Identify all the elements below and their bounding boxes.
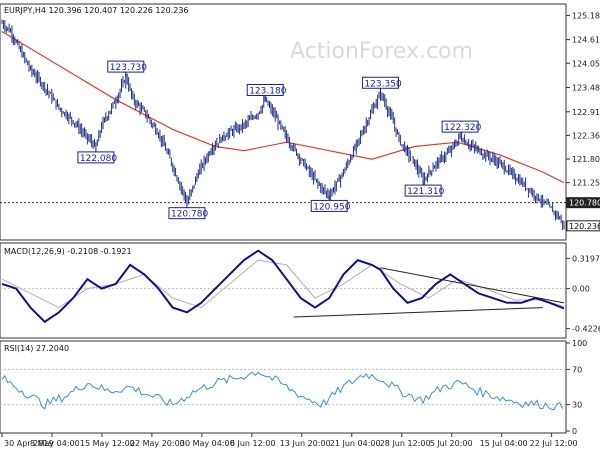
price-y-tick-label: 124.055 (572, 59, 600, 68)
x-tick-label: 8 May 04:00 (30, 439, 80, 448)
annotation-box (310, 199, 348, 212)
macd-y-tick-label: -0.4226 (572, 325, 600, 334)
price-candles (1, 19, 565, 231)
macd-signal-line (1, 259, 565, 309)
annotation-box (107, 60, 145, 73)
rsi-y-axis: 100 70 30 0 (0, 339, 587, 436)
price-y-tick-label: 125.180 (572, 11, 600, 20)
price-tag-label: 120.780 (569, 199, 600, 208)
price-y-tick-label: 121.805 (572, 155, 600, 164)
price-y-tick-label: 124.610 (572, 36, 600, 45)
macd-header: MACD(12,26,9) -0.2108 -0.1921 (4, 247, 132, 256)
macd-y-tick-label: 0.3197 (572, 254, 600, 263)
annotation-box (77, 151, 115, 164)
price-y-tick-label: 123.485 (572, 84, 600, 93)
price-tag-label: 120.236 (569, 222, 600, 231)
price-tags: 120.780 120.236 (566, 197, 600, 232)
rsi-y-tick-label: 70 (572, 365, 582, 374)
rsi-y-tick-label: 100 (572, 339, 587, 348)
annotation-label: 120.780 (171, 210, 208, 220)
x-tick-label: 13 Jun 20:00 (280, 439, 331, 448)
x-tick-label: 22 May 20:00 (130, 439, 185, 448)
annotation-box (404, 184, 442, 197)
annotation-label: 121.310 (407, 187, 444, 197)
annotation-box (441, 120, 479, 133)
rsi-y-tick-label: 0 (572, 427, 577, 436)
macd-y-tick-label: 0.00 (572, 285, 590, 294)
price-y-axis: 121.250 121.805 122.360 122.915 123.485 124.0… (566, 11, 600, 188)
x-tick-label: 6 Jun 12:00 (230, 439, 276, 448)
rsi-frame (0, 340, 567, 434)
annotation-label: 123.730 (110, 63, 147, 73)
price-y-tick-label: 122.915 (572, 108, 600, 117)
x-tick-label: 28 Jun 12:00 (380, 439, 431, 448)
price-frame (0, 3, 567, 241)
x-tick-label: 21 Jun 04:00 (330, 439, 381, 448)
annotation-box (361, 76, 399, 89)
annotation-box (246, 84, 284, 97)
annotation-label: 122.320 (444, 123, 481, 133)
macd-trendline (380, 267, 565, 304)
annotation-label: 123.180 (249, 87, 286, 97)
macd-y-axis: 0.3197 0.00 -0.4226 (0, 254, 600, 334)
macd-frame (0, 242, 567, 339)
price-panel: ActionForex.com EURJPY,H4 120.396 120.40… (0, 3, 600, 241)
rsi-header: RSI(14) 27.2040 (4, 344, 69, 353)
annotation-label: 123.350 (364, 79, 401, 89)
annotation-label: 122.080 (80, 154, 117, 164)
macd-panel: MACD(12,26,9) -0.2108 -0.1921 0.3197 0.00… (0, 242, 600, 339)
x-tick-label: 30 May 04:00 (180, 439, 235, 448)
price-y-tick-label: 121.250 (572, 179, 600, 188)
x-tick-label: 22 Jul 12:00 (530, 439, 578, 448)
annotation-box (168, 207, 206, 220)
price-header: EURJPY,H4 120.396 120.407 120.226 120.23… (4, 6, 189, 15)
price-annotations: 123.730 122.080 120.780 123.180 120.950 123.3… (77, 60, 482, 220)
macd-line (1, 249, 565, 324)
price-y-tick-label: 122.360 (572, 131, 600, 140)
watermark: ActionForex.com (290, 39, 473, 64)
x-tick-label: 30 Apr 2019 (4, 439, 53, 448)
rsi-line (1, 371, 564, 411)
price-tag (566, 220, 600, 232)
annotation-label: 120.950 (313, 202, 350, 212)
x-tick-label: 15 May 12:00 (80, 439, 135, 448)
macd-trendline (293, 307, 543, 318)
x-tick-label: 15 Jul 04:00 (480, 439, 528, 448)
rsi-y-tick-label: 30 (572, 401, 582, 410)
price-tag (566, 197, 600, 209)
rsi-panel: RSI(14) 27.2040 100 70 30 0 (0, 339, 587, 436)
macd-trendlines (293, 267, 565, 318)
x-tick-label: 5 Jul 20:00 (430, 439, 473, 448)
